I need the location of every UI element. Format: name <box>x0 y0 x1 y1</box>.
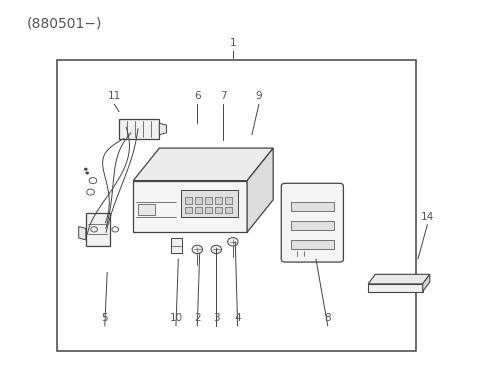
Bar <box>138 204 155 215</box>
Bar <box>225 197 232 204</box>
Text: 6: 6 <box>194 92 201 102</box>
Polygon shape <box>133 148 273 181</box>
Bar <box>216 207 222 213</box>
Polygon shape <box>423 274 430 291</box>
Bar <box>185 197 192 204</box>
Text: 11: 11 <box>108 92 121 102</box>
Bar <box>225 207 232 213</box>
Bar <box>57 60 416 351</box>
Circle shape <box>192 245 203 254</box>
Bar <box>185 207 192 213</box>
Polygon shape <box>368 284 423 291</box>
Circle shape <box>84 168 87 170</box>
FancyBboxPatch shape <box>281 183 343 262</box>
Text: 10: 10 <box>169 313 182 323</box>
Bar <box>291 240 334 249</box>
Polygon shape <box>79 227 86 240</box>
Text: 7: 7 <box>220 92 227 102</box>
Text: 14: 14 <box>421 212 434 222</box>
Bar <box>291 221 334 230</box>
Bar <box>195 197 202 204</box>
Text: 3: 3 <box>213 313 219 323</box>
Polygon shape <box>368 274 430 284</box>
Text: 4: 4 <box>234 313 241 323</box>
Polygon shape <box>86 213 109 246</box>
Bar <box>205 197 212 204</box>
Bar <box>216 197 222 204</box>
Polygon shape <box>247 148 273 232</box>
Circle shape <box>228 237 238 246</box>
Text: 5: 5 <box>101 313 108 323</box>
Circle shape <box>86 172 89 174</box>
Text: 1: 1 <box>229 38 236 48</box>
Bar <box>205 207 212 213</box>
Circle shape <box>211 245 221 254</box>
Bar <box>171 238 181 253</box>
Polygon shape <box>180 190 238 217</box>
Bar <box>291 202 334 211</box>
Text: 8: 8 <box>324 313 331 323</box>
Polygon shape <box>133 181 247 232</box>
Text: 9: 9 <box>256 92 262 102</box>
Polygon shape <box>159 123 167 135</box>
Text: (880501−): (880501−) <box>26 16 102 30</box>
Polygon shape <box>119 120 159 139</box>
Text: 2: 2 <box>194 313 201 323</box>
Bar <box>195 207 202 213</box>
